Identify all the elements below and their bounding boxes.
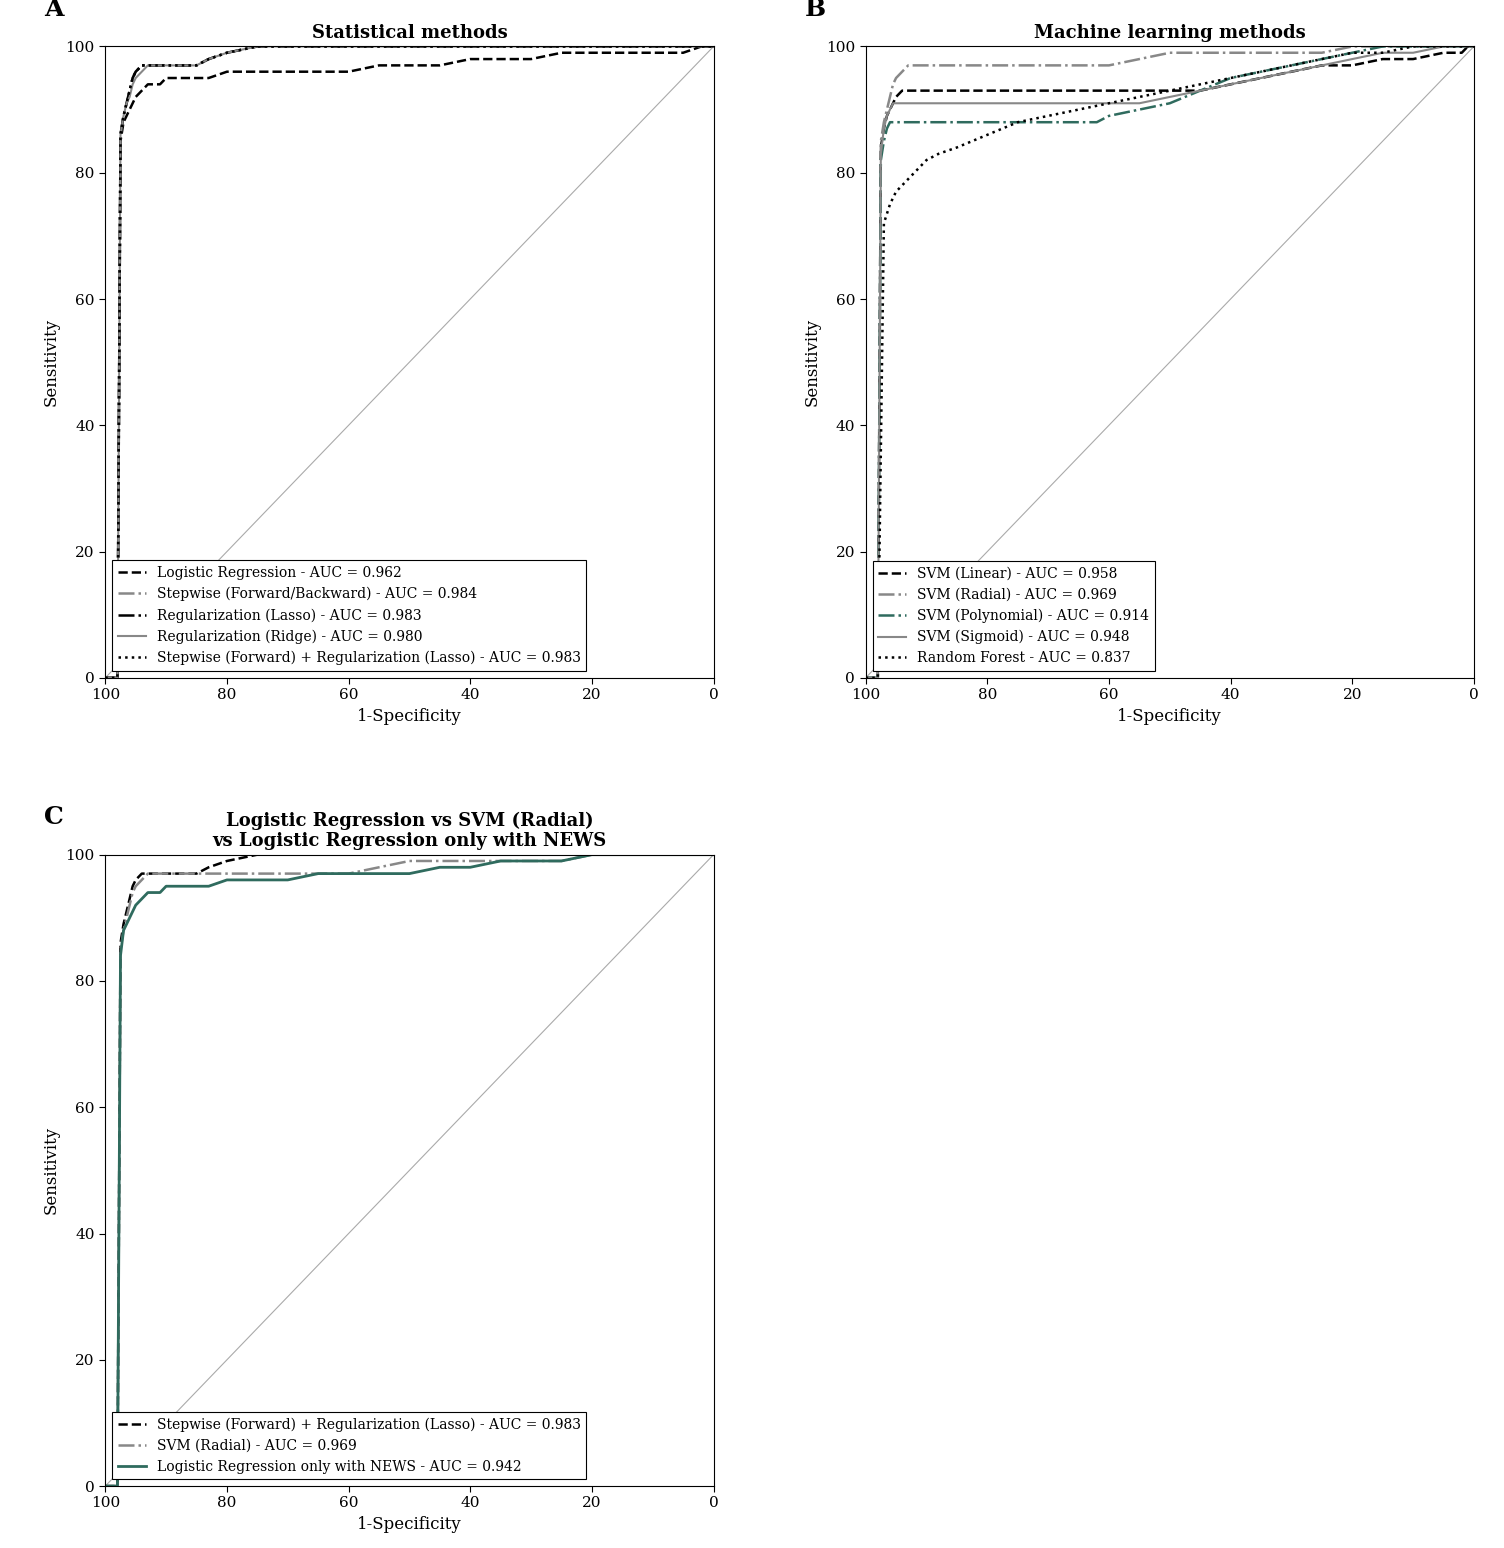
Title: Logistic Regression vs SVM (Radial)
vs Logistic Regression only with NEWS: Logistic Regression vs SVM (Radial) vs L… bbox=[212, 811, 606, 850]
Title: Machine learning methods: Machine learning methods bbox=[1033, 25, 1305, 42]
Text: C: C bbox=[45, 805, 65, 830]
X-axis label: 1-Specificity: 1-Specificity bbox=[356, 707, 462, 724]
X-axis label: 1-Specificity: 1-Specificity bbox=[356, 1515, 462, 1533]
Legend: Stepwise (Forward) + Regularization (Lasso) - AUC = 0.983, SVM (Radial) - AUC = : Stepwise (Forward) + Regularization (Las… bbox=[113, 1412, 587, 1480]
Y-axis label: Sensitivity: Sensitivity bbox=[803, 317, 820, 406]
Title: Statistical methods: Statistical methods bbox=[311, 25, 507, 42]
Y-axis label: Sensitivity: Sensitivity bbox=[44, 317, 60, 406]
Legend: Logistic Regression - AUC = 0.962, Stepwise (Forward/Backward) - AUC = 0.984, Re: Logistic Regression - AUC = 0.962, Stepw… bbox=[113, 560, 587, 670]
Legend: SVM (Linear) - AUC = 0.958, SVM (Radial) - AUC = 0.969, SVM (Polynomial) - AUC =: SVM (Linear) - AUC = 0.958, SVM (Radial)… bbox=[872, 562, 1155, 670]
Text: A: A bbox=[45, 0, 65, 22]
Text: B: B bbox=[805, 0, 826, 22]
X-axis label: 1-Specificity: 1-Specificity bbox=[1117, 707, 1223, 724]
Y-axis label: Sensitivity: Sensitivity bbox=[44, 1127, 60, 1215]
